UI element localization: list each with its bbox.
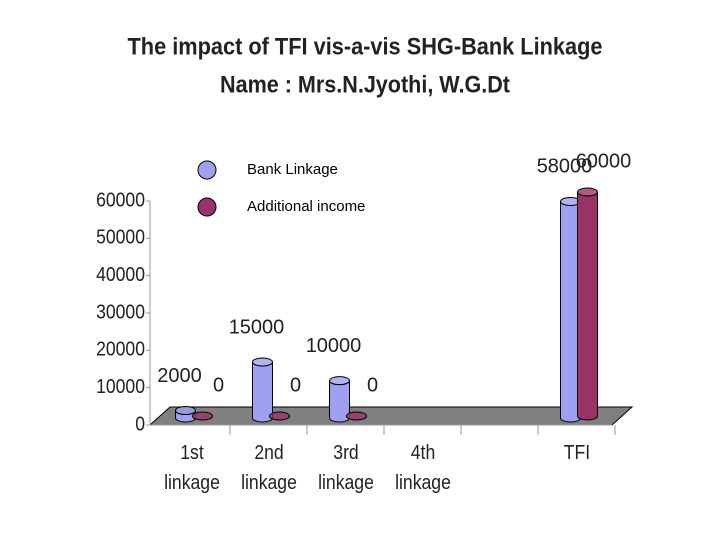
data-label: 58000 [537,156,593,178]
y-tick-label: 0 [135,412,145,434]
y-tick-label: 20000 [96,338,145,360]
bar [252,361,273,423]
floor [148,406,634,426]
data-label: 0 [290,374,301,396]
y-tick-label: 40000 [96,263,145,285]
legend-label: Additional income [247,198,365,215]
bar-top [175,406,196,416]
y-tick-label: 10000 [96,375,145,397]
chart-title: The impact of TFI vis-a-vis SHG-Bank Lin… [128,33,603,60]
data-label: 15000 [229,316,285,338]
y-tick-label: 30000 [96,300,145,322]
x-tick-label: 2nd linkage [240,442,297,494]
bar-top [252,357,273,367]
bar-top [269,411,290,421]
legend-marker [197,160,217,180]
y-tick-label: 50000 [96,226,145,248]
y-tick-label: 60000 [96,188,145,210]
x-tick-label: 1st linkage [163,442,220,494]
data-label: 0 [213,374,224,396]
bar-top [192,411,213,421]
x-tick-label: TFI [563,442,590,464]
x-tick-label: 3rd linkage [317,442,374,494]
bar [577,191,598,421]
legend-marker [197,197,217,217]
legend-label: Bank Linkage [247,161,338,178]
bar-top [329,376,350,386]
data-label: 0 [367,374,378,396]
data-label: 10000 [306,335,362,357]
data-label: 2000 [157,365,202,387]
chart-subtitle: Name : Mrs.N.Jyothi, W.G.Dt [220,71,510,98]
data-label: 60000 [576,150,632,172]
x-tick-label: 4th linkage [394,442,451,494]
bar-top [346,411,367,421]
bar-top [577,187,598,197]
